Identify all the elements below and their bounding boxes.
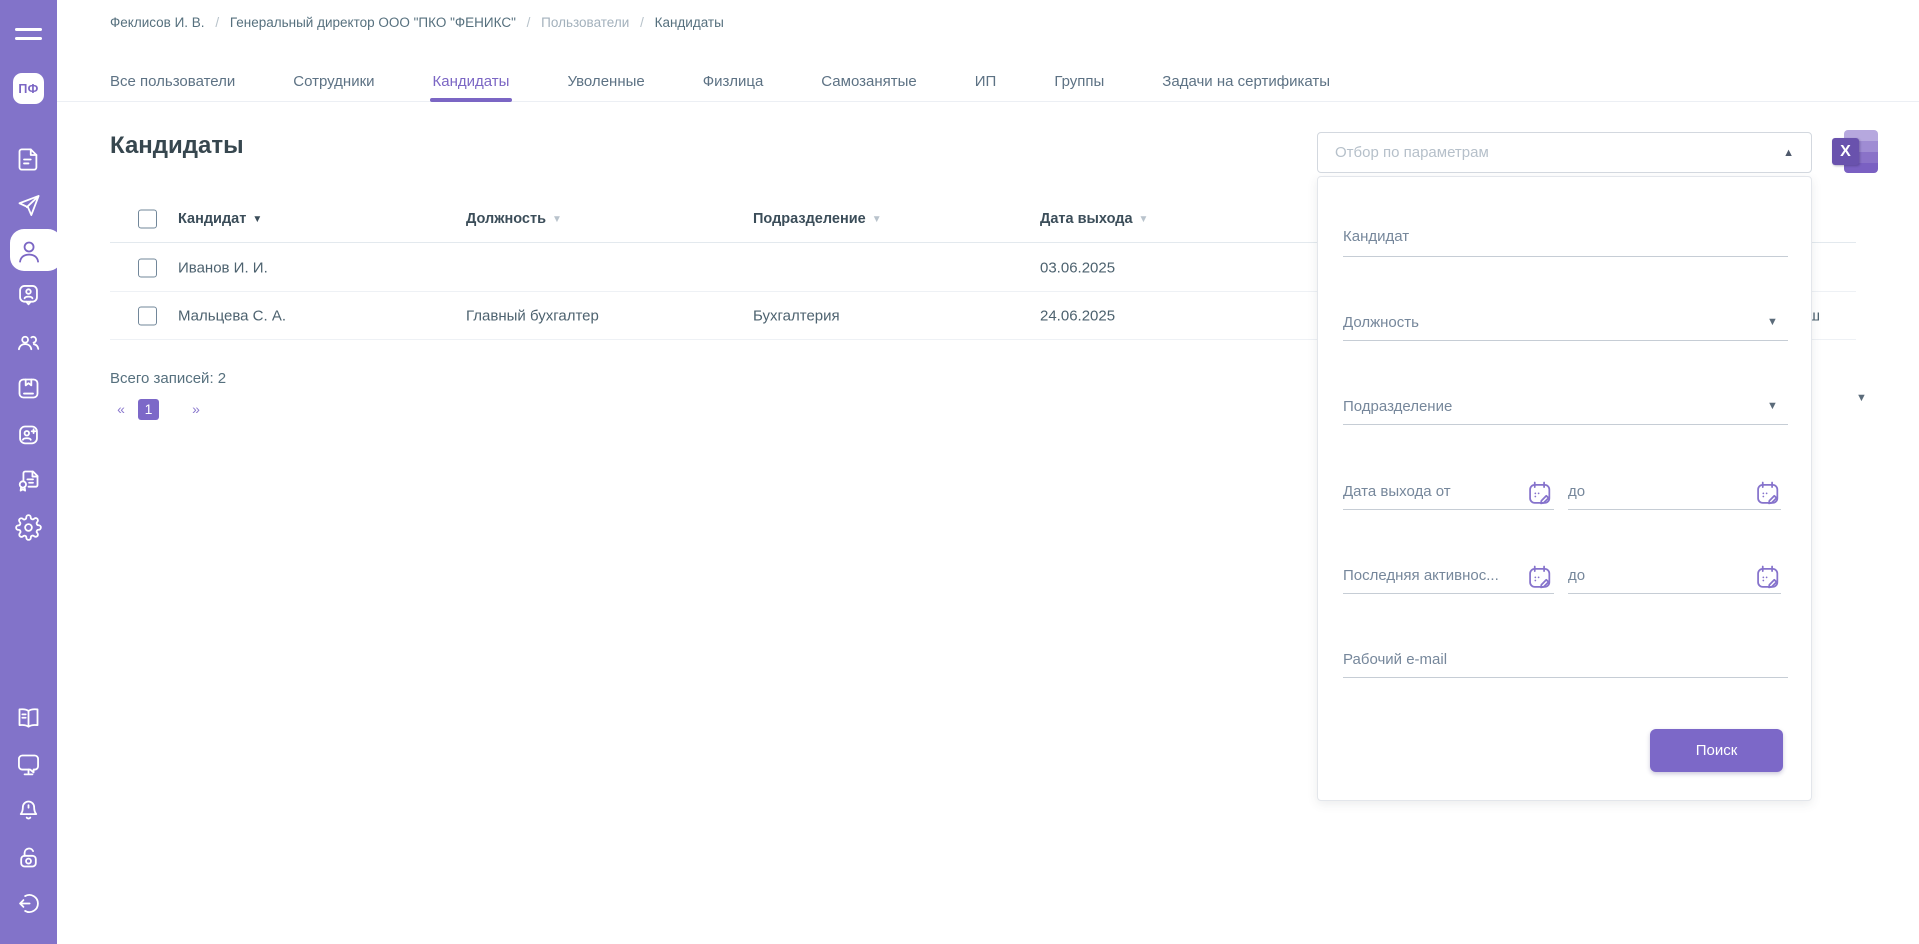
logo-text: ПФ	[18, 81, 39, 96]
department-dropdown-icon[interactable]: ▼	[1767, 400, 1778, 412]
select-all-checkbox[interactable]	[138, 209, 157, 229]
sidebar: ПФ	[0, 0, 62, 944]
candidate-filter-input[interactable]	[1438, 221, 1778, 247]
column-header-position[interactable]: Должность ▼	[466, 211, 562, 227]
breadcrumb-separator: /	[215, 15, 220, 30]
position-dropdown-icon[interactable]: ▼	[1767, 316, 1778, 328]
current-page-button[interactable]: 1	[138, 398, 159, 420]
breadcrumb-candidates[interactable]: Кандидаты	[654, 15, 724, 30]
group-icon[interactable]	[15, 329, 42, 356]
pagination: « 1 »	[110, 398, 207, 420]
cell-exit-date: 24.06.2025	[1040, 307, 1116, 324]
active-nav-highlight	[10, 229, 62, 271]
unlock-icon[interactable]	[15, 844, 42, 871]
breadcrumb-role[interactable]: Генеральный директор ООО "ПКО "ФЕНИКС"	[229, 15, 516, 30]
certificate-icon[interactable]	[15, 467, 42, 494]
row-checkbox[interactable]	[138, 306, 157, 325]
cell-candidate[interactable]: Мальцева С. А.	[178, 307, 286, 324]
page-size-caret-icon[interactable]: ▼	[1856, 392, 1867, 404]
users-icon[interactable]	[15, 238, 42, 265]
send-icon[interactable]	[15, 192, 42, 219]
email-filter-label: Рабочий e-mail	[1343, 651, 1448, 668]
add-user-icon[interactable]	[15, 422, 42, 449]
excel-x-icon: X	[1832, 138, 1859, 165]
notifications-icon[interactable]	[15, 797, 42, 824]
id-badge-icon[interactable]	[15, 282, 42, 309]
excel-sheet-icon	[1844, 130, 1878, 173]
breadcrumb-separator: /	[526, 15, 531, 30]
tabs-bar: Все пользователи Сотрудники Кандидаты Ув…	[110, 60, 1330, 102]
breadcrumb-separator: /	[640, 15, 644, 30]
exit-date-to-label: до	[1568, 483, 1586, 500]
candidate-filter-label: Кандидат	[1343, 228, 1410, 245]
export-excel-button[interactable]: X	[1832, 130, 1878, 173]
table-row[interactable]: Мальцева С. А. Главный бухгалтер Бухгалт…	[110, 292, 1856, 340]
tab-ip[interactable]: ИП	[974, 72, 997, 90]
handbook-icon[interactable]	[15, 704, 42, 731]
email-filter-input[interactable]	[1463, 644, 1778, 670]
settings-icon[interactable]	[15, 514, 42, 541]
last-activity-from-label: Последняя активнос...	[1343, 567, 1499, 584]
logout-icon[interactable]	[15, 890, 42, 917]
support-icon[interactable]	[15, 751, 42, 778]
tab-all-users[interactable]: Все пользователи	[110, 72, 236, 90]
menu-icon[interactable]	[15, 27, 42, 42]
tab-individuals[interactable]: Физлица	[702, 72, 764, 90]
breadcrumb-user[interactable]: Феклисов И. В.	[110, 15, 205, 30]
cell-candidate[interactable]: Иванов И. И.	[178, 259, 268, 276]
breadcrumb: Феклисов И. В. / Генеральный директор ОО…	[110, 15, 724, 30]
table-header-row: Кандидат ▼ Должность ▼ Подразделение ▼ Дата…	[110, 196, 1856, 243]
filter-placeholder: Отбор по параметрам	[1335, 144, 1489, 161]
tab-candidates[interactable]: Кандидаты	[429, 60, 513, 102]
cell-exit-date: 03.06.2025	[1040, 259, 1116, 276]
app-logo[interactable]: ПФ	[13, 73, 44, 104]
tab-employees[interactable]: Сотрудники	[293, 72, 375, 90]
row-checkbox[interactable]	[138, 258, 157, 277]
exit-date-from-label: Дата выхода от	[1343, 483, 1451, 500]
tab-certificate-tasks[interactable]: Задачи на сертификаты	[1162, 72, 1330, 90]
tab-groups[interactable]: Группы	[1054, 72, 1105, 90]
calendar-icon[interactable]	[1526, 563, 1554, 591]
table-row[interactable]: Иванов И. И. 03.06.2025	[110, 244, 1856, 292]
column-header-candidate[interactable]: Кандидат ▼	[178, 211, 263, 227]
cell-position: Главный бухгалтер	[466, 307, 599, 324]
tabs-divider	[57, 101, 1919, 102]
tab-dismissed[interactable]: Уволенные	[567, 72, 645, 90]
prev-page-button[interactable]: «	[117, 401, 125, 417]
column-header-exit-date[interactable]: Дата выхода ▼	[1040, 211, 1149, 227]
documents-icon[interactable]	[15, 146, 42, 173]
archive-icon[interactable]	[15, 375, 42, 402]
calendar-icon[interactable]	[1754, 563, 1782, 591]
breadcrumb-users[interactable]: Пользователи	[541, 15, 630, 30]
position-filter-label: Должность	[1343, 314, 1419, 331]
page-title: Кандидаты	[110, 132, 244, 159]
sort-icon[interactable]: ▼	[552, 214, 562, 225]
filter-toggle[interactable]: Отбор по параметрам ▲	[1317, 132, 1812, 173]
search-button[interactable]: Поиск	[1650, 729, 1783, 772]
calendar-icon[interactable]	[1754, 479, 1782, 507]
department-filter-label: Подразделение	[1343, 398, 1453, 415]
sort-desc-icon[interactable]: ▼	[252, 214, 263, 225]
sort-icon[interactable]: ▼	[871, 214, 882, 225]
sort-icon[interactable]: ▼	[1138, 214, 1149, 225]
cell-department: Бухгалтерия	[753, 307, 840, 324]
column-header-department[interactable]: Подразделение ▼	[753, 211, 882, 227]
filter-panel: Кандидат Должность ▼ Подразделение ▼ Дат…	[1317, 176, 1812, 801]
calendar-icon[interactable]	[1526, 479, 1554, 507]
next-page-button[interactable]: »	[192, 401, 200, 417]
tab-self-employed[interactable]: Самозанятые	[821, 72, 917, 90]
last-activity-to-label: до	[1568, 567, 1586, 584]
records-total: Всего записей: 2	[110, 370, 227, 387]
collapse-icon[interactable]: ▲	[1783, 146, 1794, 159]
